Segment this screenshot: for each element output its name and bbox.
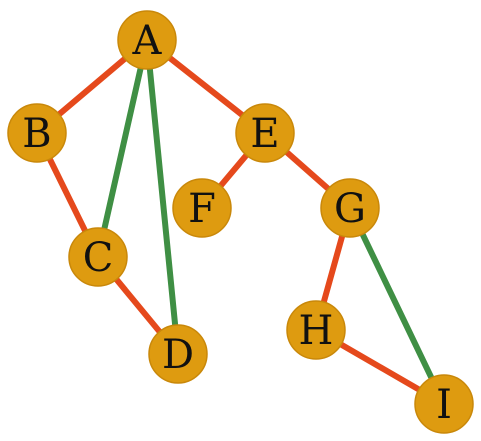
node-label: F (188, 186, 216, 232)
node-d: D (148, 324, 208, 384)
edge-a-c (95, 37, 150, 260)
node-circle (320, 178, 380, 238)
node-c: C (68, 227, 128, 287)
edge-a-d (144, 37, 181, 357)
node-h: H (286, 300, 346, 360)
node-label: G (334, 186, 366, 232)
node-circle (286, 300, 346, 360)
node-circle (414, 374, 474, 434)
node-label: B (22, 111, 51, 157)
node-circle (172, 178, 232, 238)
node-i: I (414, 374, 474, 434)
node-circle (117, 10, 177, 70)
node-e: E (235, 103, 295, 163)
node-circle (68, 227, 128, 287)
edges-layer (34, 37, 447, 407)
node-label: D (162, 332, 194, 378)
node-g: G (320, 178, 380, 238)
node-circle (235, 103, 295, 163)
node-a: A (117, 10, 177, 70)
node-label: H (299, 308, 334, 354)
node-label: I (436, 382, 452, 428)
node-circle (7, 103, 67, 163)
edge-g-i (347, 205, 447, 407)
node-circle (148, 324, 208, 384)
node-label: C (83, 235, 114, 281)
nodes-layer: A B C D EF G H I (7, 10, 474, 434)
node-f: F (172, 178, 232, 238)
node-label: E (250, 111, 279, 157)
node-b: B (7, 103, 67, 163)
node-label: A (132, 18, 163, 64)
